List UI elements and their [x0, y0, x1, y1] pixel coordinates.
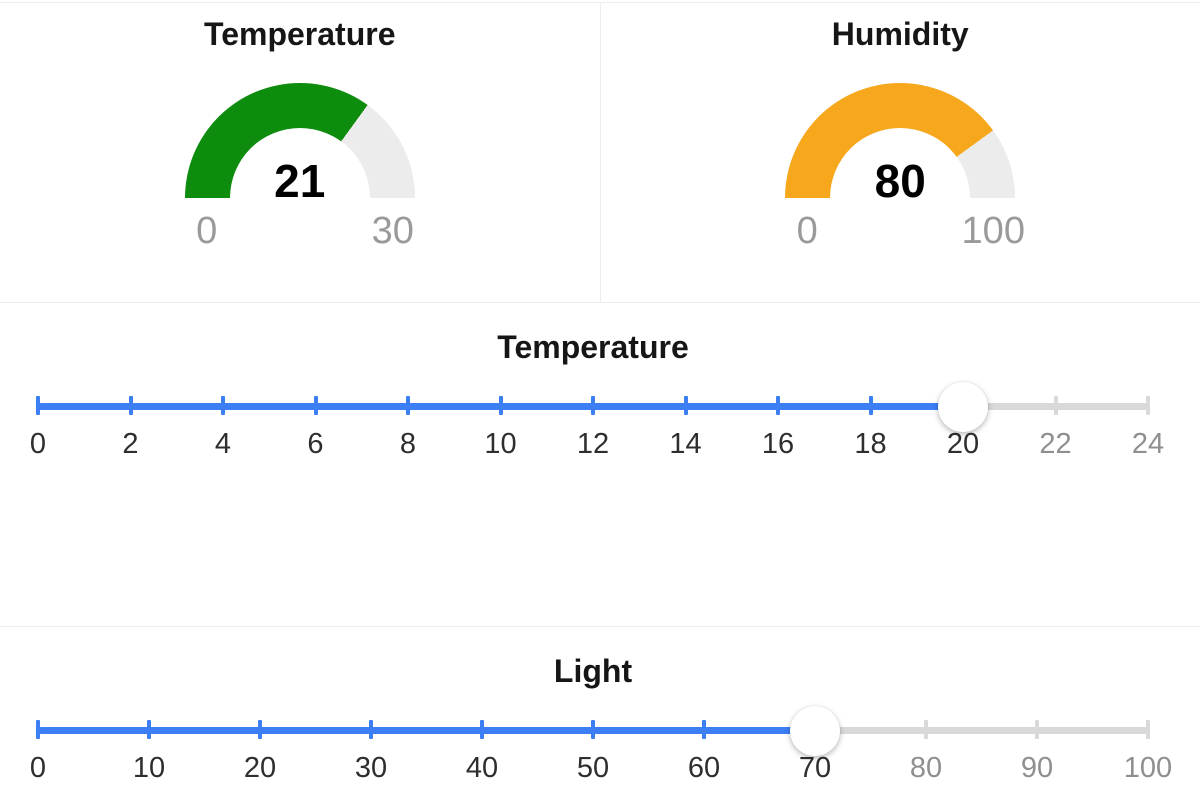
slider-tick	[128, 396, 133, 416]
slider-handle[interactable]	[790, 706, 840, 757]
slider-tick-label: 10	[484, 428, 517, 461]
slider-tick-label: 0	[29, 752, 47, 785]
slider-title-light: Light	[553, 653, 633, 689]
gauge-min-label: 0	[196, 210, 218, 253]
gauge-value: 21	[274, 155, 326, 199]
slider-tick	[498, 396, 503, 416]
gauge-scale: 0 100	[785, 210, 1025, 253]
temperature-slider[interactable]: 0 2 4 6 8 10 12 14 16 18 20 22 24	[30, 382, 1164, 461]
gauge-max-label: 100	[961, 210, 1025, 253]
slider-tick-label: 12	[576, 428, 610, 461]
slider-tick	[406, 396, 410, 416]
slider-title-temperature: Temperature	[497, 329, 689, 365]
gauge-max-label: 30	[371, 210, 414, 253]
gauge-min-label: 0	[796, 210, 818, 253]
slider-tick-label: 60	[687, 752, 721, 785]
slider-tick-label: 10	[132, 752, 166, 785]
slider-tick	[36, 720, 40, 740]
slider-tick	[221, 396, 225, 416]
gauge-scale: 0 30	[185, 212, 415, 252]
slider-tick-label: 18	[854, 428, 887, 461]
slider-tick	[868, 396, 873, 416]
slider-tick-label: 50	[576, 752, 610, 785]
gauge-value: 80	[874, 155, 926, 199]
slider-tick	[1053, 396, 1058, 416]
humidity-gauge-card: Humidity 80 0 100	[601, 3, 1200, 302]
slider-tick-label: 14	[669, 428, 702, 461]
slider-tick-label: 80	[909, 752, 943, 785]
slider-tick-label: 40	[465, 752, 499, 785]
slider-tick-label: 4	[214, 428, 232, 461]
humidity-gauge: 80 0 100	[785, 83, 1025, 253]
slider-tick	[36, 396, 40, 416]
slider-tick	[313, 396, 318, 416]
slider-tick	[776, 396, 780, 416]
slider-tick	[591, 396, 595, 416]
slider-tick	[924, 720, 928, 740]
temperature-gauge: 21 0 30	[184, 83, 415, 252]
slider-tick-label: 24	[1131, 428, 1165, 461]
slider-tick-label: 22	[1039, 428, 1072, 461]
gauge-arc: 80	[785, 83, 1016, 199]
slider-tick	[702, 720, 706, 740]
light-slider[interactable]: 0 10 20 30 40 50 60 70 80 90 100	[30, 706, 1172, 785]
slider-tick	[480, 720, 484, 740]
slider-tick-label: 70	[798, 752, 832, 785]
gauge-title-temperature: Temperature	[204, 16, 396, 52]
slider-tick	[258, 720, 262, 740]
slider-tick-label: 20	[243, 752, 277, 785]
slider-tick	[147, 720, 151, 740]
slider-tick	[1035, 720, 1039, 740]
temperature-gauge-card: Temperature 21 0 30	[0, 3, 601, 302]
slider-tick-label: 100	[1123, 752, 1173, 785]
slider-handle[interactable]	[938, 382, 988, 433]
slider-tick-label: 20	[946, 428, 980, 461]
slider-track-fill[interactable]	[38, 727, 815, 735]
temperature-slider-section: Temperature 0 2 4 6 8 10 12 14 16 18 20 22 24	[0, 303, 1200, 627]
gauges-section: Temperature 21 0 30 Humidity 80 0 100	[0, 2, 1200, 303]
slider-tick	[591, 720, 595, 740]
light-slider-section: Light 0 10 20 30 40 50 60 70 80 90 100	[0, 627, 1200, 797]
slider-tick-label: 0	[29, 428, 47, 461]
slider-tick	[1146, 720, 1150, 740]
slider-tick	[1146, 396, 1150, 416]
slider-tick-label: 2	[122, 428, 139, 461]
slider-tick	[683, 396, 688, 416]
gauge-title-humidity: Humidity	[831, 16, 969, 52]
slider-tick-label: 16	[761, 428, 795, 461]
gauge-arc: 21	[184, 83, 415, 199]
slider-tick-label: 8	[399, 428, 417, 461]
slider-tick	[369, 720, 373, 740]
slider-tick-label: 30	[354, 752, 388, 785]
slider-tick-label: 6	[307, 428, 324, 461]
slider-tick-label: 90	[1020, 752, 1054, 785]
